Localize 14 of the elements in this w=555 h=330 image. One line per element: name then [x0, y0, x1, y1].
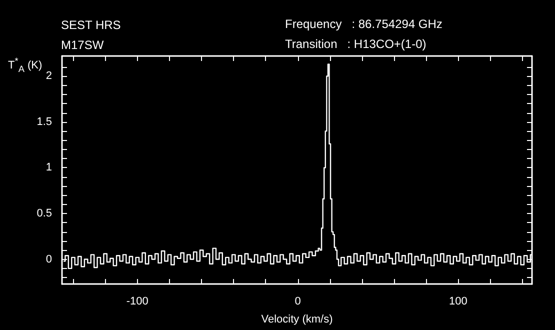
y-tick-label: 1: [46, 162, 52, 174]
x-axis-title: Velocity (km/s): [261, 314, 333, 326]
x-tick-label: 0: [294, 296, 301, 308]
x-tick-label: -100: [126, 296, 148, 308]
y-tick-label: 1.5: [36, 116, 52, 128]
y-axis-title: T$^{*}$$_{A}$ (K): [8, 55, 42, 76]
y-tick-label: 0: [46, 253, 52, 266]
chart-subtitle: M17SW: [61, 38, 104, 52]
y-tick-label: 0.5: [36, 207, 52, 220]
y-tick-label: 2: [46, 70, 52, 82]
chart-title: SEST HRS: [61, 18, 121, 32]
x-tick-label: 100: [449, 296, 468, 308]
text: Frequency : 86.754294 GHz: [285, 17, 442, 31]
text: Transition : H13CO+(1-0): [285, 37, 426, 51]
